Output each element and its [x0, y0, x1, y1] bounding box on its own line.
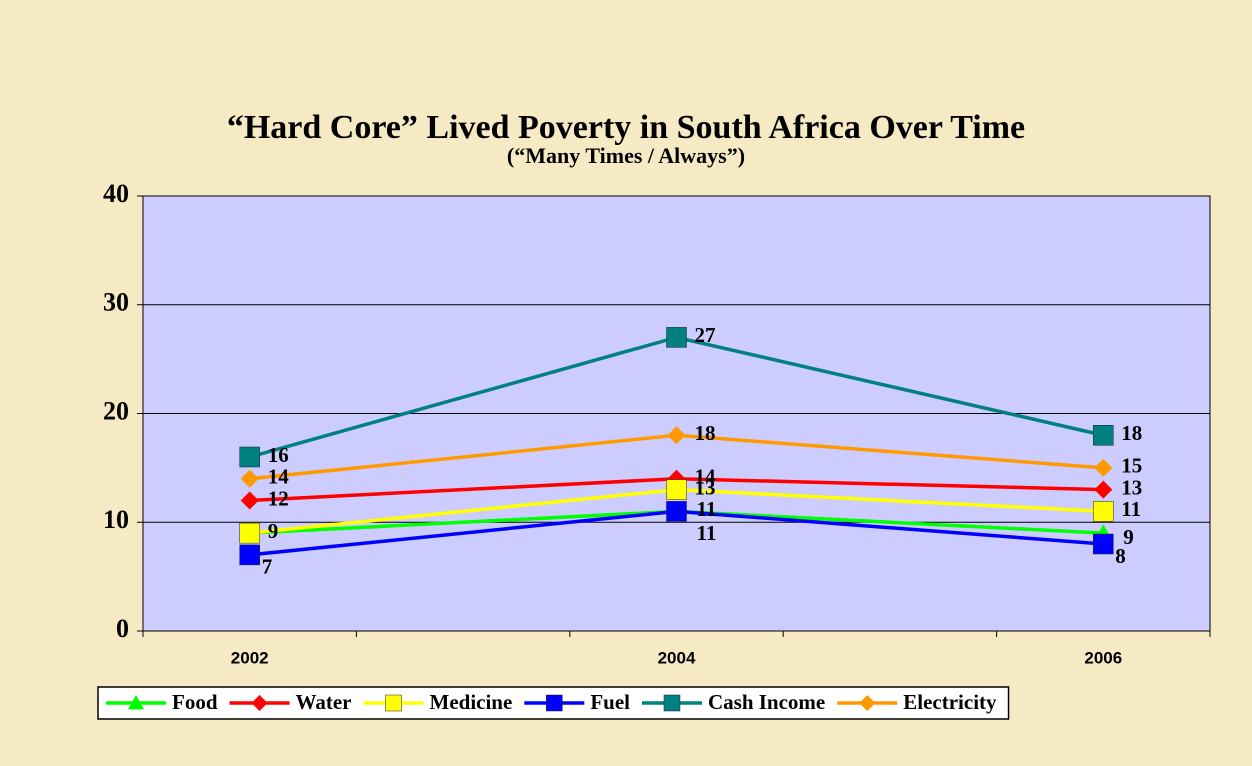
marker [546, 694, 563, 712]
data-label: 18 [695, 421, 716, 445]
legend-label: Medicine [430, 690, 513, 714]
marker [666, 327, 687, 348]
marker [859, 695, 876, 711]
plot-border [142, 195, 1211, 632]
marker [667, 426, 686, 445]
chart-title: “Hard Core” Lived Poverty in South Afric… [227, 109, 1025, 146]
data-label: 27 [695, 323, 716, 347]
data-label: 13 [695, 475, 716, 499]
data-label: 9 [268, 519, 279, 543]
y-tick-label: 30 [103, 288, 129, 317]
marker [1093, 425, 1114, 446]
x-tick-label: 2002 [231, 648, 269, 667]
data-label: 7 [262, 555, 273, 579]
data-label: 13 [1121, 475, 1142, 499]
legend: Food Water Medicine Fuel Cash Income Electric… [97, 686, 1010, 720]
data-label: 9 [1123, 525, 1134, 549]
marker [240, 469, 259, 488]
marker [251, 695, 268, 711]
marker [239, 544, 260, 566]
data-label: 14 [695, 465, 717, 489]
data-label: 14 [268, 465, 290, 489]
marker [1093, 533, 1114, 555]
y-tick-label: 0 [116, 614, 129, 643]
legend-label: Fuel [590, 690, 630, 714]
legend-label: Cash Income [708, 690, 825, 714]
marker [240, 491, 259, 510]
data-label: 15 [1121, 454, 1142, 478]
data-label: 16 [268, 443, 289, 467]
marker [385, 694, 402, 712]
x-tick-label: 2006 [1084, 648, 1122, 667]
marker [1094, 458, 1113, 477]
x-tick-label: 2004 [658, 648, 696, 667]
marker [239, 446, 260, 468]
legend-label: Electricity [903, 690, 997, 714]
legend-label: Water [296, 690, 352, 714]
data-label: 12 [268, 486, 289, 510]
marker [239, 522, 260, 544]
marker [1093, 501, 1114, 522]
y-tick-label: 20 [103, 396, 129, 425]
marker [666, 501, 687, 522]
marker [663, 694, 681, 712]
data-label: 11 [697, 521, 717, 545]
data-label: 18 [1121, 421, 1142, 445]
marker [1094, 480, 1113, 499]
marker [666, 479, 687, 500]
data-label: 11 [1121, 497, 1141, 521]
y-tick-label: 10 [103, 505, 129, 534]
marker [128, 695, 144, 710]
y-tick-label: 40 [103, 179, 129, 208]
legend-label: Food [172, 690, 218, 714]
data-label: 8 [1115, 544, 1126, 568]
data-label: 11 [697, 497, 717, 521]
chart-subtitle: (“Many Times / Always”) [507, 143, 745, 168]
